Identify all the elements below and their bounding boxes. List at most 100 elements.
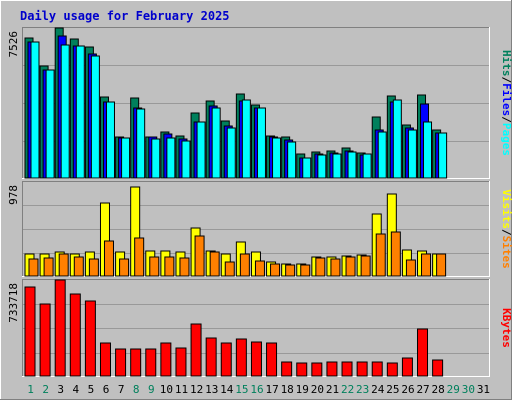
- bar-sites-day-12: [194, 235, 205, 277]
- bar-kbytes-day-5: [84, 300, 96, 377]
- legend-bottom: KBytes: [500, 308, 512, 348]
- series-pages: [30, 41, 448, 179]
- bar-sites-day-16: [254, 260, 265, 277]
- bar-pages-day-7: [121, 137, 131, 179]
- bar-sites-day-22: [345, 256, 356, 277]
- legend-entry: Sites: [500, 236, 512, 269]
- bar-kbytes-day-24: [371, 361, 383, 377]
- x-tick-label: 2: [42, 383, 49, 396]
- bar-sites-day-28: [436, 253, 447, 277]
- x-tick-label: 9: [148, 383, 155, 396]
- x-tick-label: 25: [386, 383, 399, 396]
- y-axis-max-label: 978: [7, 185, 20, 205]
- bar-sites-day-10: [164, 256, 175, 277]
- bar-sites-day-11: [179, 257, 190, 277]
- bar-pages-day-17: [272, 137, 282, 179]
- legend-entry: KBytes: [500, 308, 512, 348]
- bar-sites-day-14: [224, 261, 235, 277]
- bar-sites-day-18: [285, 264, 296, 277]
- legend-entry: /: [500, 116, 512, 123]
- legend-entry: /: [500, 229, 512, 236]
- bar-kbytes-day-9: [145, 348, 157, 377]
- bar-pages-day-16: [256, 107, 266, 179]
- bar-kbytes-day-12: [190, 323, 202, 377]
- bar-kbytes-day-23: [356, 361, 368, 377]
- bar-kbytes-day-8: [130, 348, 142, 377]
- bar-sites-day-3: [58, 253, 69, 277]
- bar-sites-day-6: [103, 240, 114, 277]
- bar-kbytes-day-6: [99, 342, 111, 377]
- bar-pages-day-11: [181, 140, 191, 179]
- bar-pages-day-6: [105, 101, 115, 179]
- bar-kbytes-day-19: [296, 362, 308, 377]
- bar-kbytes-day-3: [54, 279, 66, 377]
- x-tick-label: 4: [73, 383, 80, 396]
- x-tick-label: 14: [220, 383, 234, 396]
- panel-visits-sites: 978 Visits/Sites: [7, 181, 512, 277]
- legend-top: Hits/Files/Pages: [500, 50, 512, 156]
- panel-kbytes: 733718 KBytes: [7, 279, 512, 377]
- bar-pages-day-14: [226, 127, 236, 179]
- bar-pages-day-28: [438, 132, 448, 179]
- bar-kbytes-day-7: [115, 348, 127, 377]
- series-kbytes: [24, 279, 444, 377]
- bar-sites-day-2: [43, 257, 54, 277]
- x-tick-label: 22: [341, 383, 354, 396]
- x-tick-label: 21: [326, 383, 339, 396]
- y-axis-max-label: 733718: [7, 283, 20, 323]
- bar-kbytes-day-22: [341, 361, 353, 377]
- x-tick-label: 11: [175, 383, 188, 396]
- bar-sites-day-19: [300, 264, 311, 277]
- bar-pages-day-1: [30, 41, 40, 179]
- bar-pages-day-22: [347, 151, 357, 179]
- bar-pages-day-19: [302, 157, 312, 179]
- bar-pages-day-21: [332, 153, 342, 179]
- bar-pages-day-15: [241, 99, 251, 179]
- bar-kbytes-day-14: [220, 342, 232, 377]
- bar-pages-day-20: [317, 154, 327, 179]
- bar-sites-day-20: [315, 257, 326, 277]
- x-tick-label: 5: [88, 383, 95, 396]
- bar-kbytes-day-27: [417, 328, 429, 377]
- legend-entry: /: [500, 77, 512, 84]
- x-tick-label: 31: [477, 383, 490, 396]
- bar-kbytes-day-13: [205, 337, 217, 377]
- bar-pages-day-3: [60, 44, 70, 179]
- x-tick-label: 15: [235, 383, 248, 396]
- legend-entry: Hits: [500, 50, 512, 77]
- x-tick-label: 10: [160, 383, 173, 396]
- x-tick-label: 19: [296, 383, 309, 396]
- bar-sites-day-15: [239, 253, 250, 277]
- series-sites: [28, 231, 447, 277]
- bar-kbytes-day-21: [326, 361, 338, 377]
- bar-sites-day-5: [88, 258, 99, 277]
- legend-entry: Files: [500, 83, 512, 116]
- bar-sites-day-8: [134, 237, 145, 277]
- x-tick-label: 24: [371, 383, 385, 396]
- bar-pages-day-18: [287, 141, 297, 179]
- bar-sites-day-25: [390, 231, 401, 277]
- bar-sites-day-26: [405, 259, 416, 277]
- bar-pages-day-12: [196, 121, 206, 179]
- bar-pages-day-27: [423, 121, 433, 179]
- bar-kbytes-day-11: [175, 347, 187, 377]
- bar-kbytes-day-10: [160, 342, 172, 377]
- bar-kbytes-day-20: [311, 362, 323, 377]
- bar-kbytes-day-17: [266, 342, 278, 377]
- chart-title: Daily usage for February 2025: [20, 9, 230, 23]
- bar-pages-day-9: [151, 138, 161, 179]
- x-tick-label: 7: [118, 383, 125, 396]
- x-tick-label: 28: [432, 383, 445, 396]
- bar-kbytes-day-26: [401, 357, 413, 377]
- x-tick-label: 18: [281, 383, 294, 396]
- bar-sites-day-13: [209, 251, 220, 277]
- x-tick-label: 16: [250, 383, 263, 396]
- bar-sites-day-17: [270, 263, 281, 277]
- bar-kbytes-day-25: [386, 362, 398, 377]
- bar-pages-day-10: [166, 137, 176, 179]
- x-tick-label: 1: [27, 383, 34, 396]
